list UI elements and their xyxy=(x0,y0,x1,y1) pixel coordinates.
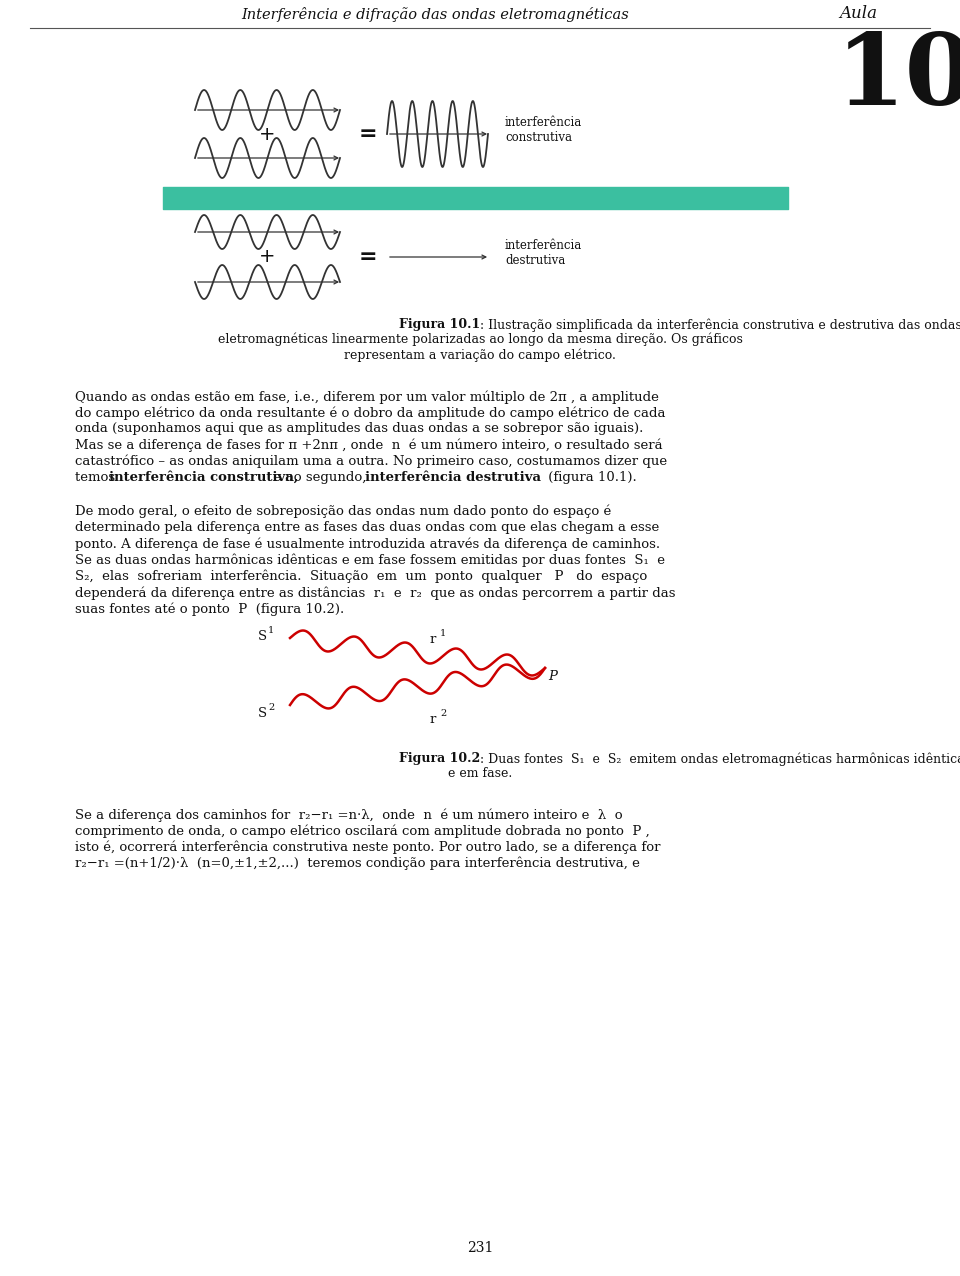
Text: Aula: Aula xyxy=(839,5,877,23)
Text: (figura 10.1).: (figura 10.1). xyxy=(544,471,636,484)
Text: S: S xyxy=(258,630,267,643)
Text: Se as duas ondas harmônicas idênticas e em fase fossem emitidas por duas fontes : Se as duas ondas harmônicas idênticas e … xyxy=(75,554,665,567)
Text: interferência construtiva,: interferência construtiva, xyxy=(109,471,299,484)
Text: suas fontes até o ponto  P  (figura 10.2).: suas fontes até o ponto P (figura 10.2). xyxy=(75,602,345,616)
Text: e em fase.: e em fase. xyxy=(448,767,512,780)
Text: r₂−r₁ =(n+1/2)·λ  (n=0,±1,±2,...)  teremos condição para interferência destrutiv: r₂−r₁ =(n+1/2)·λ (n=0,±1,±2,...) teremos… xyxy=(75,856,640,870)
Text: : Ilustração simplificada da interferência construtiva e destrutiva das ondas: : Ilustração simplificada da interferênc… xyxy=(480,318,960,332)
Text: comprimento de onda, o campo elétrico oscilará com amplitude dobrada no ponto  P: comprimento de onda, o campo elétrico os… xyxy=(75,824,650,838)
Text: interferência
destrutiva: interferência destrutiva xyxy=(505,239,583,267)
Text: r: r xyxy=(430,633,437,646)
Text: catastrófico – as ondas aniquilam uma a outra. No primeiro caso, costumamos dize: catastrófico – as ondas aniquilam uma a … xyxy=(75,454,667,468)
Text: dependerá da diferença entre as distâncias  r₁  e  r₂  que as ondas percorrem a : dependerá da diferença entre as distânci… xyxy=(75,586,676,600)
Text: P: P xyxy=(548,670,557,683)
Text: onda (suponhamos aqui que as amplitudes das duas ondas a se sobrepor são iguais): onda (suponhamos aqui que as amplitudes … xyxy=(75,422,643,435)
Text: r: r xyxy=(430,713,437,726)
Text: =: = xyxy=(359,124,377,144)
Text: interferência destrutiva: interferência destrutiva xyxy=(365,471,541,484)
Text: Figura 10.1: Figura 10.1 xyxy=(398,318,480,330)
Text: ponto. A diferença de fase é usualmente introduzida através da diferença de cami: ponto. A diferença de fase é usualmente … xyxy=(75,537,660,551)
Text: +: + xyxy=(259,125,276,143)
Text: eletromagnéticas linearmente polarizadas ao longo da mesma direção. Os gráficos: eletromagnéticas linearmente polarizadas… xyxy=(218,333,742,347)
Text: 1: 1 xyxy=(268,627,275,635)
Text: Quando as ondas estão em fase, i.e., diferem por um valor múltiplo de 2π , a amp: Quando as ondas estão em fase, i.e., dif… xyxy=(75,390,659,403)
Text: determinado pela diferença entre as fases das duas ondas com que elas chegam a e: determinado pela diferença entre as fase… xyxy=(75,521,660,535)
Text: Interferência e difração das ondas eletromagnéticas: Interferência e difração das ondas eletr… xyxy=(241,6,629,22)
Text: 2: 2 xyxy=(268,703,275,712)
Text: +: + xyxy=(259,248,276,267)
Text: Se a diferença dos caminhos for  r₂−r₁ =n·λ,  onde  n  é um número inteiro e  λ : Se a diferença dos caminhos for r₂−r₁ =n… xyxy=(75,808,623,822)
Text: interferência
construtiva: interferência construtiva xyxy=(505,116,583,144)
Text: 2: 2 xyxy=(440,709,446,718)
Text: 10: 10 xyxy=(835,29,960,126)
Text: De modo geral, o efeito de sobreposição das ondas num dado ponto do espaço é: De modo geral, o efeito de sobreposição … xyxy=(75,505,612,518)
Text: Figura 10.2: Figura 10.2 xyxy=(398,752,480,766)
Text: representam a variação do campo elétrico.: representam a variação do campo elétrico… xyxy=(344,348,616,361)
Text: : Duas fontes  S₁  e  S₂  emitem ondas eletromagnéticas harmônicas idênticas: : Duas fontes S₁ e S₂ emitem ondas eletr… xyxy=(480,752,960,766)
Text: =: = xyxy=(359,248,377,267)
Text: isto é, ocorrerá interferência construtiva neste ponto. Por outro lado, se a dif: isto é, ocorrerá interferência construti… xyxy=(75,841,660,854)
Text: temos: temos xyxy=(75,471,119,484)
Text: do campo elétrico da onda resultante é o dobro da amplitude do campo elétrico de: do campo elétrico da onda resultante é o… xyxy=(75,406,665,420)
Text: S₂,  elas  sofreriam  interferência.  Situação  em  um  ponto  qualquer   P   do: S₂, elas sofreriam interferência. Situaç… xyxy=(75,570,647,583)
Text: 1: 1 xyxy=(440,629,446,638)
Text: e no segundo,: e no segundo, xyxy=(269,471,371,484)
Text: S: S xyxy=(258,707,267,720)
Text: 231: 231 xyxy=(467,1242,493,1256)
Text: Mas se a diferença de fases for π +2nπ , onde  n  é um número inteiro, o resulta: Mas se a diferença de fases for π +2nπ ,… xyxy=(75,439,662,452)
